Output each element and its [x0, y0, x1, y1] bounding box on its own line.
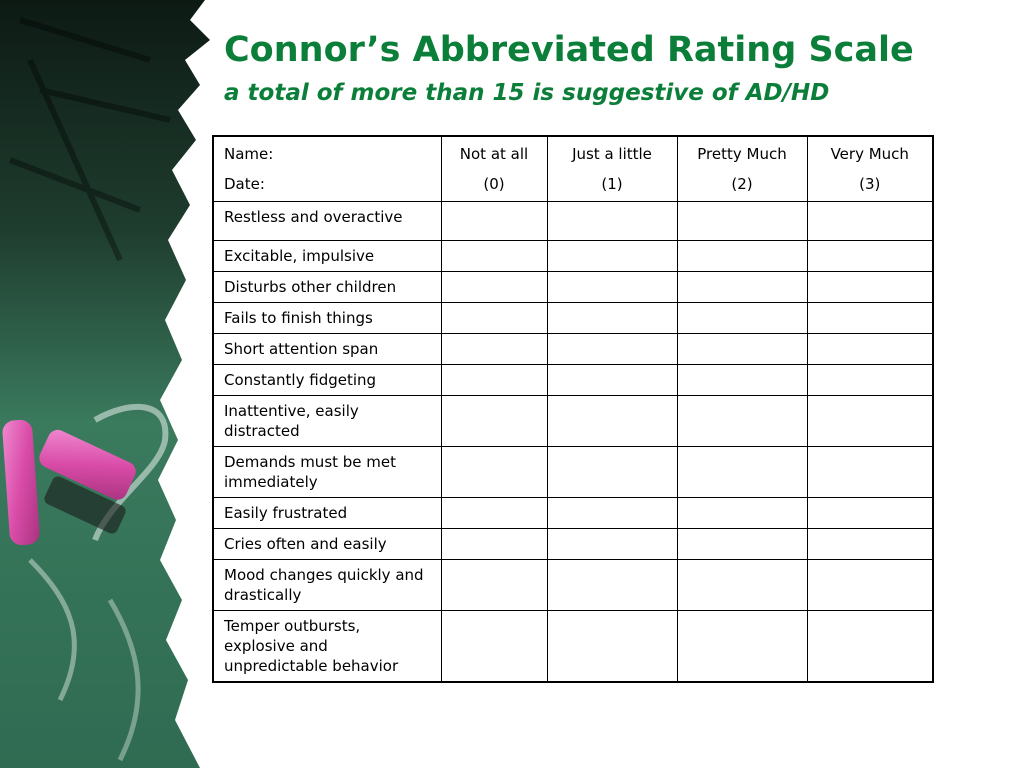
item-label: Constantly fidgeting: [212, 364, 442, 396]
score-cell-2[interactable]: [676, 559, 808, 611]
score-cell-3[interactable]: [806, 333, 934, 365]
score-cell-2[interactable]: [676, 395, 808, 447]
score-cell-2[interactable]: [676, 333, 808, 365]
rating-scale-table: Name: Date: Not at all (0) Just a little…: [212, 135, 934, 683]
table-row: Temper outbursts, explosive and unpredic…: [212, 610, 934, 683]
score-cell-0[interactable]: [440, 395, 548, 447]
column-score: (1): [601, 175, 623, 193]
score-cell-1[interactable]: [546, 333, 678, 365]
score-cell-0[interactable]: [440, 201, 548, 241]
column-label: Pretty Much: [697, 145, 787, 163]
score-cell-1[interactable]: [546, 364, 678, 396]
score-cell-0[interactable]: [440, 333, 548, 365]
score-cell-0[interactable]: [440, 497, 548, 529]
table-row: Demands must be met immediately: [212, 446, 934, 498]
table-row: Restless and overactive: [212, 201, 934, 241]
table-row: Mood changes quickly and drastically: [212, 559, 934, 611]
table-row: Easily frustrated: [212, 497, 934, 529]
column-header-not-at-all: Not at all (0): [440, 135, 548, 202]
score-cell-2[interactable]: [676, 364, 808, 396]
score-cell-0[interactable]: [440, 610, 548, 683]
score-cell-0[interactable]: [440, 271, 548, 303]
score-cell-3[interactable]: [806, 271, 934, 303]
score-cell-3[interactable]: [806, 528, 934, 560]
score-cell-1[interactable]: [546, 446, 678, 498]
name-label: Name:: [224, 145, 274, 163]
score-cell-1[interactable]: [546, 395, 678, 447]
chalkboard-decoration: [0, 0, 210, 768]
score-cell-2[interactable]: [676, 497, 808, 529]
score-cell-1[interactable]: [546, 201, 678, 241]
column-score: (2): [731, 175, 753, 193]
column-label: Just a little: [572, 145, 652, 163]
item-label: Inattentive, easily distracted: [212, 395, 442, 447]
item-label: Demands must be met immediately: [212, 446, 442, 498]
column-header-pretty-much: Pretty Much (2): [676, 135, 808, 202]
score-cell-3[interactable]: [806, 240, 934, 272]
page-subtitle: a total of more than 15 is suggestive of…: [224, 80, 830, 106]
score-cell-3[interactable]: [806, 497, 934, 529]
score-cell-3[interactable]: [806, 446, 934, 498]
score-cell-1[interactable]: [546, 528, 678, 560]
item-label: Easily frustrated: [212, 497, 442, 529]
table-row: Excitable, impulsive: [212, 240, 934, 272]
score-cell-2[interactable]: [676, 446, 808, 498]
score-cell-0[interactable]: [440, 302, 548, 334]
table-row: Short attention span: [212, 333, 934, 365]
score-cell-2[interactable]: [676, 610, 808, 683]
score-cell-3[interactable]: [806, 201, 934, 241]
score-cell-3[interactable]: [806, 610, 934, 683]
table-row: Inattentive, easily distracted: [212, 395, 934, 447]
score-cell-3[interactable]: [806, 364, 934, 396]
table-row: Fails to finish things: [212, 302, 934, 334]
score-cell-0[interactable]: [440, 364, 548, 396]
score-cell-0[interactable]: [440, 446, 548, 498]
score-cell-2[interactable]: [676, 528, 808, 560]
date-label: Date:: [224, 175, 265, 193]
column-score: (3): [859, 175, 881, 193]
score-cell-1[interactable]: [546, 610, 678, 683]
score-cell-3[interactable]: [806, 302, 934, 334]
item-label: Temper outbursts, explosive and unpredic…: [212, 610, 442, 683]
score-cell-3[interactable]: [806, 559, 934, 611]
item-label: Restless and overactive: [212, 201, 442, 241]
score-cell-3[interactable]: [806, 395, 934, 447]
column-label: Not at all: [459, 145, 529, 163]
score-cell-2[interactable]: [676, 240, 808, 272]
score-cell-0[interactable]: [440, 528, 548, 560]
column-header-very-much: Very Much (3): [806, 135, 934, 202]
page-title: Connor’s Abbreviated Rating Scale: [224, 30, 914, 70]
item-label: Disturbs other children: [212, 271, 442, 303]
column-score: (0): [483, 175, 505, 193]
column-label: Very Much: [830, 145, 909, 163]
item-label: Excitable, impulsive: [212, 240, 442, 272]
table-header-row: Name: Date: Not at all (0) Just a little…: [212, 135, 934, 202]
item-label: Short attention span: [212, 333, 442, 365]
score-cell-1[interactable]: [546, 559, 678, 611]
item-label: Cries often and easily: [212, 528, 442, 560]
name-date-header-cell: Name: Date:: [212, 135, 442, 202]
item-label: Mood changes quickly and drastically: [212, 559, 442, 611]
score-cell-1[interactable]: [546, 497, 678, 529]
table-row: Disturbs other children: [212, 271, 934, 303]
column-header-just-a-little: Just a little (1): [546, 135, 678, 202]
score-cell-1[interactable]: [546, 302, 678, 334]
score-cell-2[interactable]: [676, 201, 808, 241]
item-label: Fails to finish things: [212, 302, 442, 334]
score-cell-2[interactable]: [676, 302, 808, 334]
score-cell-0[interactable]: [440, 559, 548, 611]
chalk-icon: [2, 419, 136, 546]
score-cell-1[interactable]: [546, 240, 678, 272]
score-cell-0[interactable]: [440, 240, 548, 272]
score-cell-2[interactable]: [676, 271, 808, 303]
table-row: Constantly fidgeting: [212, 364, 934, 396]
score-cell-1[interactable]: [546, 271, 678, 303]
table-row: Cries often and easily: [212, 528, 934, 560]
